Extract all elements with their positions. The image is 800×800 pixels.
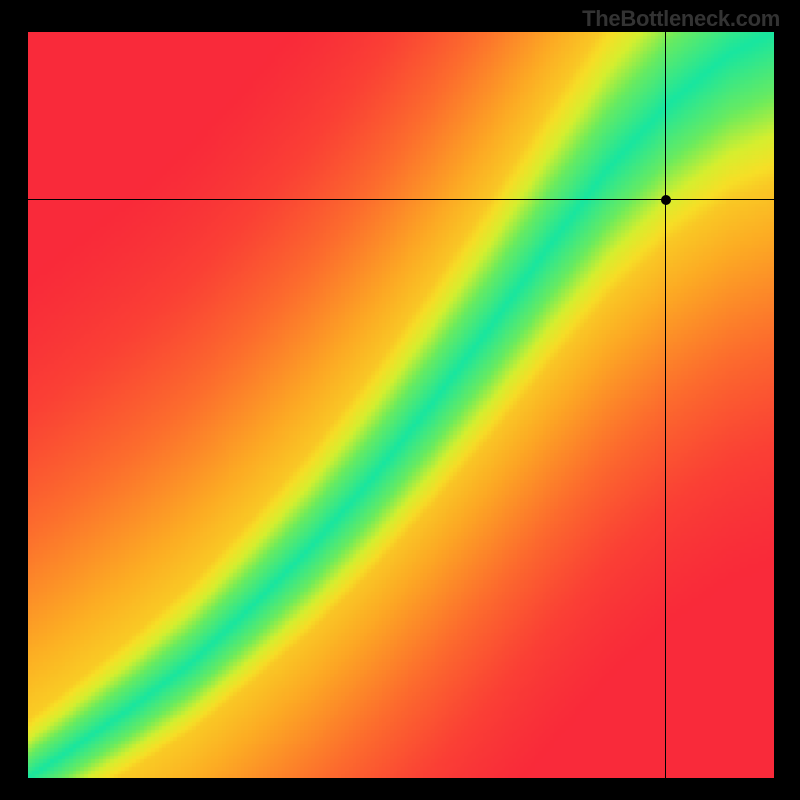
crosshair-vertical xyxy=(665,32,666,778)
watermark-text: TheBottleneck.com xyxy=(582,6,780,32)
crosshair-marker xyxy=(661,195,671,205)
chart-container: TheBottleneck.com xyxy=(0,0,800,800)
heatmap-canvas xyxy=(28,32,774,778)
